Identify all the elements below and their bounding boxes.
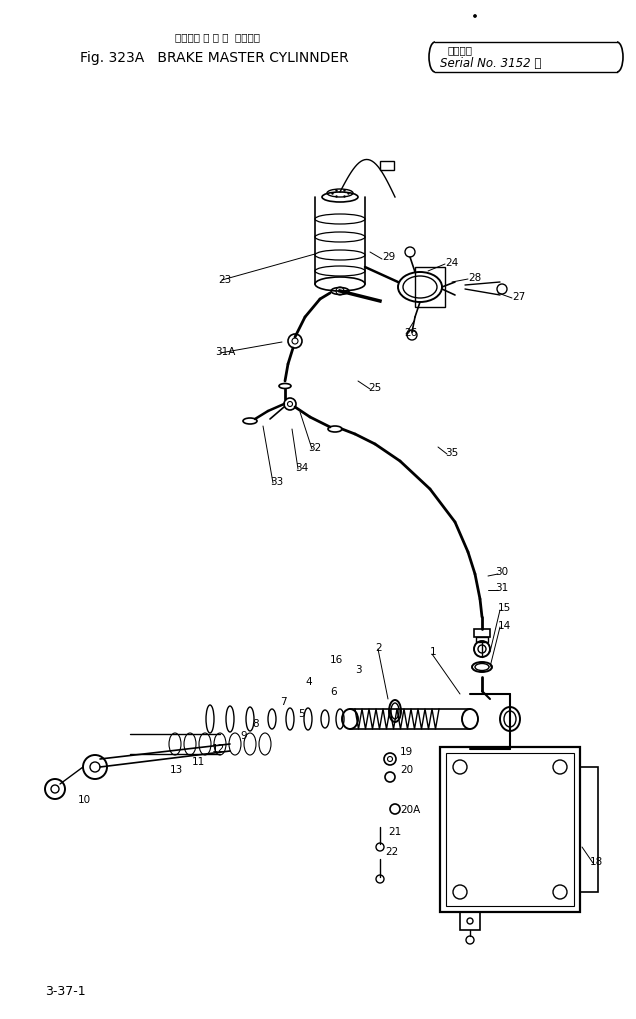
Text: 3: 3 (355, 664, 362, 675)
Text: Fig. 323A   BRAKE MASTER CYLINNDER: Fig. 323A BRAKE MASTER CYLINNDER (80, 51, 349, 65)
Text: 31: 31 (495, 583, 508, 592)
Bar (415, 268, 445, 308)
Text: 22: 22 (385, 846, 398, 856)
Text: 32: 32 (308, 442, 321, 452)
Text: 28: 28 (468, 273, 481, 282)
Text: 8: 8 (252, 718, 259, 729)
Text: 11: 11 (192, 756, 205, 766)
Text: 26: 26 (404, 328, 417, 337)
Text: 13: 13 (170, 764, 183, 774)
Text: 16: 16 (330, 654, 343, 664)
Text: 30: 30 (495, 567, 508, 577)
Text: 18: 18 (590, 856, 604, 866)
Text: 14: 14 (498, 621, 511, 631)
Bar (380, 162, 394, 171)
Text: 4: 4 (305, 677, 312, 687)
Bar (580, 767, 598, 892)
Bar (474, 630, 490, 637)
Text: 31A: 31A (215, 346, 235, 357)
Circle shape (473, 15, 476, 18)
Text: 7: 7 (280, 696, 287, 706)
Text: 33: 33 (270, 477, 283, 486)
Text: 6: 6 (330, 687, 336, 696)
Text: 19: 19 (400, 746, 413, 756)
Text: Serial No. 3152 ～: Serial No. 3152 ～ (440, 56, 541, 69)
Bar (446, 753, 574, 906)
Text: 21: 21 (388, 826, 401, 837)
Text: 12: 12 (212, 743, 225, 753)
Text: 3-37-1: 3-37-1 (45, 984, 86, 998)
Text: 34: 34 (295, 463, 308, 473)
Text: 20: 20 (400, 764, 413, 774)
Text: 適用号機: 適用号機 (447, 45, 472, 55)
Bar (460, 912, 480, 930)
Text: 5: 5 (298, 708, 305, 718)
Text: 23: 23 (218, 275, 232, 284)
Text: 1: 1 (430, 646, 437, 656)
Text: 9: 9 (240, 731, 247, 740)
Text: 35: 35 (445, 447, 459, 458)
Text: 15: 15 (498, 602, 511, 612)
Text: 2: 2 (375, 642, 382, 652)
Text: 29: 29 (382, 252, 395, 262)
Text: 27: 27 (512, 291, 525, 302)
Text: 20A: 20A (400, 804, 420, 814)
Bar (476, 637, 488, 642)
Text: 24: 24 (445, 258, 459, 268)
Bar (440, 747, 580, 912)
Text: ブレーキ マ ス タ  シリンダ: ブレーキ マ ス タ シリンダ (175, 32, 260, 42)
Text: 25: 25 (368, 382, 381, 392)
Text: 10: 10 (78, 794, 91, 804)
